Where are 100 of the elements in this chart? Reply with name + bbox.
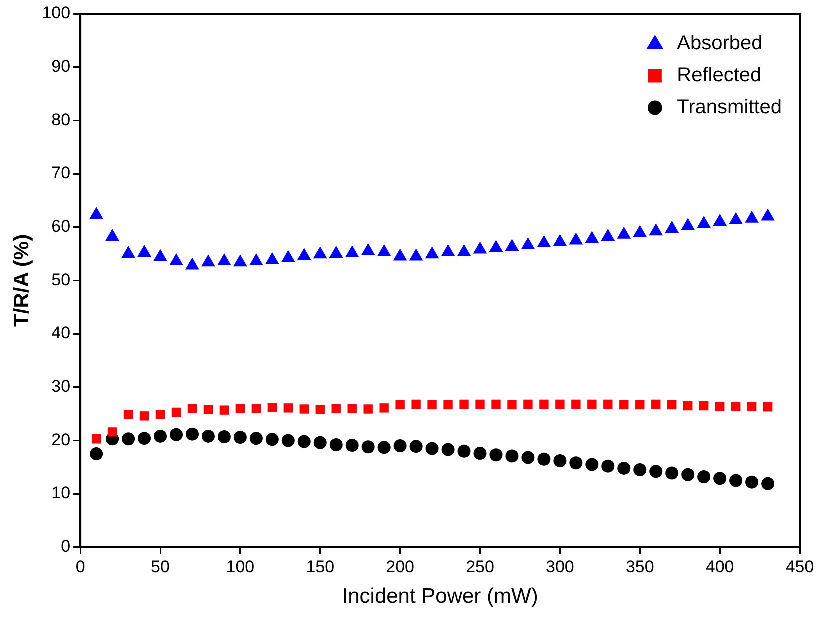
point — [745, 210, 759, 223]
x-tick-label: 50 — [151, 557, 170, 576]
point — [186, 428, 199, 441]
point — [490, 448, 503, 462]
point — [377, 244, 392, 256]
point — [458, 444, 471, 458]
point — [747, 402, 757, 412]
point — [204, 405, 214, 414]
point — [297, 248, 312, 260]
point — [90, 207, 104, 220]
legend-label: Transmitted — [677, 96, 782, 119]
point — [265, 252, 280, 264]
point — [140, 412, 150, 421]
point — [761, 208, 775, 221]
point — [569, 232, 584, 245]
point — [106, 228, 120, 241]
point — [522, 451, 535, 464]
point — [154, 430, 167, 443]
point — [713, 214, 727, 226]
point — [364, 404, 373, 414]
point — [250, 432, 263, 446]
point — [665, 220, 680, 233]
point — [618, 462, 631, 475]
point — [236, 404, 246, 414]
point — [444, 400, 453, 410]
x-tick-label: 350 — [626, 557, 654, 576]
point — [460, 400, 469, 410]
x-tick-label: 250 — [466, 557, 494, 576]
point — [218, 254, 232, 266]
point — [729, 212, 743, 224]
point — [636, 400, 645, 410]
point — [442, 443, 455, 456]
point — [409, 248, 424, 261]
point — [172, 408, 182, 418]
y-tick-label: 90 — [52, 57, 71, 76]
point — [330, 438, 343, 452]
point — [666, 466, 679, 480]
point — [252, 404, 262, 414]
point — [556, 400, 565, 410]
point — [698, 470, 711, 484]
point — [489, 240, 504, 252]
point — [553, 234, 568, 246]
point — [524, 400, 533, 410]
point — [92, 434, 102, 444]
point — [186, 258, 200, 270]
point — [715, 402, 725, 412]
point — [570, 456, 583, 470]
point — [699, 401, 709, 411]
y-tick-label: 20 — [52, 430, 71, 450]
point — [138, 432, 152, 446]
point — [521, 237, 536, 250]
point — [668, 400, 677, 410]
y-tick-label: 80 — [52, 110, 71, 130]
point — [474, 447, 487, 460]
point — [332, 404, 341, 414]
point — [122, 432, 136, 446]
point — [108, 428, 118, 437]
point — [731, 402, 741, 412]
point — [683, 401, 693, 411]
point — [266, 433, 279, 446]
point — [362, 440, 375, 454]
point — [762, 477, 775, 490]
point — [572, 400, 581, 410]
point — [586, 458, 599, 472]
point — [508, 400, 517, 410]
point — [250, 254, 264, 266]
point — [393, 248, 408, 261]
point — [220, 406, 230, 415]
point — [314, 436, 327, 450]
point — [473, 242, 488, 254]
point — [649, 224, 664, 236]
y-tick-label: 50 — [52, 270, 71, 290]
y-tick-label: 70 — [52, 164, 71, 183]
legend-label: Reflected — [677, 64, 762, 87]
point — [730, 474, 743, 488]
point — [746, 476, 759, 489]
point — [425, 246, 440, 259]
point — [188, 404, 198, 414]
point — [284, 404, 293, 413]
point — [617, 226, 632, 239]
point — [426, 442, 439, 456]
x-tick-label: 300 — [546, 557, 574, 576]
point — [282, 434, 295, 448]
y-tick-label: 40 — [52, 324, 71, 343]
point — [457, 244, 472, 256]
point — [329, 246, 344, 258]
x-tick-label: 400 — [706, 557, 734, 576]
point — [234, 431, 247, 444]
point — [604, 400, 613, 410]
point — [298, 435, 311, 448]
point — [585, 231, 600, 244]
point — [361, 243, 376, 256]
point — [202, 254, 216, 267]
point — [156, 410, 166, 420]
point — [681, 218, 696, 230]
point — [476, 400, 485, 410]
y-axis-title: T/R/A (%) — [10, 234, 34, 327]
point — [540, 400, 549, 410]
x-tick-label: 150 — [306, 557, 335, 576]
point — [428, 400, 437, 410]
